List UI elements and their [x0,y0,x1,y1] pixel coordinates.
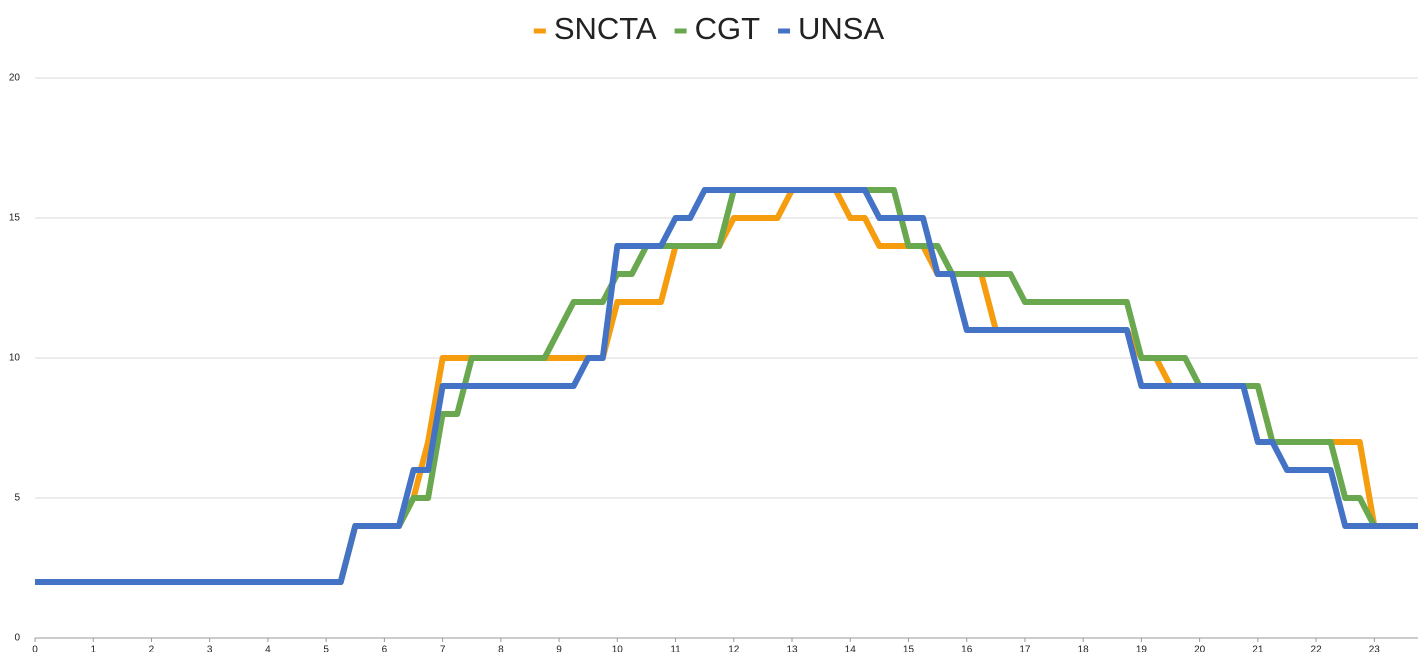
x-tick-label: 4 [265,645,271,652]
legend-label: UNSA [798,11,884,46]
x-tick-label: 10 [612,645,624,652]
y-tick-label: 0 [14,633,20,644]
y-tick-label: 15 [9,213,21,224]
x-tick-label: 21 [1252,645,1264,652]
x-tick-label: 0 [32,645,38,652]
x-tick-label: 18 [1078,645,1090,652]
x-tick-label: 7 [440,645,446,652]
x-tick-label: 20 [1194,645,1206,652]
y-tick-label: 5 [14,493,20,504]
x-tick-label: 19 [1136,645,1148,652]
x-tick-label: 3 [207,645,213,652]
x-tick-label: 13 [786,645,798,652]
x-tick-label: 15 [903,645,915,652]
x-tick-label: 16 [961,645,973,652]
x-tick-label: 1 [90,645,96,652]
legend-label: CGT [695,11,761,46]
x-tick-label: 5 [323,645,329,652]
x-tick-label: 12 [728,645,740,652]
y-tick-label: 10 [9,353,21,364]
x-tick-label: 17 [1019,645,1031,652]
x-tick-label: 9 [556,645,562,652]
x-tick-label: 14 [845,645,857,652]
y-tick-label: 20 [9,73,21,84]
x-tick-label: 8 [498,645,504,652]
legend-label: SNCTA [554,11,657,46]
x-tick-label: 11 [670,645,681,652]
series-line [35,187,1418,585]
x-tick-label: 23 [1369,645,1381,652]
x-tick-label: 6 [382,645,388,652]
x-tick-label: 22 [1311,645,1323,652]
x-tick-label: 2 [149,645,155,652]
